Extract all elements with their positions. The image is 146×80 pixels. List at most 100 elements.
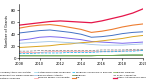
- Rheumatoid Arthritis: [59, 42, 61, 43]
- Multiple Sclerosis: [39, 30, 41, 31]
- Inflammatory Bowel Disease: [18, 47, 20, 48]
- Multiple Sclerosis: [111, 35, 113, 36]
- Sjogrens: [142, 55, 144, 56]
- Other Autoimmune Diseases: [28, 23, 30, 24]
- Psoriasis/Atopic Dermatitis: [91, 41, 92, 42]
- Primary Biliary Cholangitis: [142, 50, 144, 51]
- Type 1 Diabetes: [132, 49, 134, 50]
- Legend: Psoriasis/Atopic Dermatitis, Inflammatory Bowel Disease, Multiple Sclerosis, Ant: Psoriasis/Atopic Dermatitis, Inflammator…: [0, 71, 146, 79]
- Other Autoimmune Diseases: [142, 8, 144, 9]
- Sjogrens: [101, 55, 103, 56]
- Psoriasis/Atopic Dermatitis: [80, 39, 82, 40]
- Inflammatory Bowel Disease: [121, 38, 123, 39]
- Rheumatoid Arthritis: [121, 45, 123, 46]
- Type 1 Diabetes: [39, 50, 41, 51]
- Line: SLE: SLE: [19, 24, 143, 32]
- Antiphospholipid syndrome: [59, 55, 61, 56]
- Multiple Sclerosis: [28, 31, 30, 32]
- Rheumatoid Arthritis: [18, 43, 20, 44]
- Type 1 Diabetes: [142, 49, 144, 50]
- Other Autoimmune Diseases: [132, 13, 134, 14]
- Sjogrens Syndrome & Beyond: [59, 52, 61, 53]
- Other Autoimmune Diseases: [49, 21, 51, 22]
- Other Autoimmune Diseases: [91, 22, 92, 23]
- Multiple Sclerosis: [101, 36, 103, 37]
- Inflammatory Bowel Disease: [111, 39, 113, 40]
- Rheumatoid Arthritis: [91, 44, 92, 45]
- Antiphospholipid syndrome: [132, 54, 134, 55]
- Type 1 Diabetes: [101, 49, 103, 50]
- Type 1 Diabetes: [59, 50, 61, 51]
- Inflammatory Bowel Disease: [132, 36, 134, 37]
- Sjogrens Syndrome & Beyond: [91, 52, 92, 53]
- Line: Rheumatoid Arthritis: Rheumatoid Arthritis: [19, 41, 143, 45]
- SLE: [91, 32, 92, 33]
- Primary Biliary Cholangitis: [121, 51, 123, 52]
- Rheumatoid Arthritis: [80, 43, 82, 44]
- Psoriasis/Atopic Dermatitis: [70, 38, 72, 39]
- Inflammatory Bowel Disease: [49, 45, 51, 46]
- Psoriasis/Atopic Dermatitis: [111, 42, 113, 43]
- Sjogrens: [121, 55, 123, 56]
- Y-axis label: Number of Grants: Number of Grants: [5, 15, 9, 47]
- Primary Biliary Cholangitis: [70, 51, 72, 52]
- Primary Biliary Cholangitis: [28, 52, 30, 53]
- Psoriasis/Atopic Dermatitis: [39, 37, 41, 38]
- Antiphospholipid syndrome: [49, 55, 51, 56]
- Primary Biliary Cholangitis: [39, 52, 41, 53]
- Type 1 Diabetes: [49, 50, 51, 51]
- Multiple Sclerosis: [70, 32, 72, 33]
- Type 1 Diabetes: [70, 50, 72, 51]
- Celiac Disease: [70, 55, 72, 56]
- Primary Biliary Cholangitis: [101, 51, 103, 52]
- SLE: [18, 28, 20, 29]
- Type 1 Diabetes: [121, 49, 123, 50]
- Line: Psoriasis/Atopic Dermatitis: Psoriasis/Atopic Dermatitis: [19, 37, 143, 43]
- SLE: [70, 27, 72, 28]
- Celiac Disease: [142, 54, 144, 55]
- Inflammatory Bowel Disease: [59, 44, 61, 45]
- Antiphospholipid syndrome: [142, 54, 144, 55]
- Inflammatory Bowel Disease: [80, 42, 82, 43]
- Celiac Disease: [28, 55, 30, 56]
- Rheumatoid Arthritis: [111, 45, 113, 46]
- Sjogrens: [132, 55, 134, 56]
- Primary Biliary Cholangitis: [49, 51, 51, 52]
- Sjogrens Syndrome & Beyond: [28, 53, 30, 54]
- Multiple Sclerosis: [80, 34, 82, 35]
- Line: Sjogrens Syndrome & Beyond: Sjogrens Syndrome & Beyond: [19, 51, 143, 54]
- Multiple Sclerosis: [18, 33, 20, 34]
- Other Autoimmune Diseases: [18, 25, 20, 26]
- Type 1 Diabetes: [91, 50, 92, 51]
- Multiple Sclerosis: [121, 33, 123, 34]
- Rheumatoid Arthritis: [132, 44, 134, 45]
- Psoriasis/Atopic Dermatitis: [28, 39, 30, 40]
- Inflammatory Bowel Disease: [91, 42, 92, 43]
- Celiac Disease: [59, 55, 61, 56]
- Primary Biliary Cholangitis: [59, 51, 61, 52]
- Antiphospholipid syndrome: [91, 55, 92, 56]
- Multiple Sclerosis: [132, 32, 134, 33]
- Multiple Sclerosis: [91, 37, 92, 38]
- Celiac Disease: [18, 55, 20, 56]
- Sjogrens Syndrome & Beyond: [111, 51, 113, 52]
- Line: Multiple Sclerosis: Multiple Sclerosis: [19, 30, 143, 37]
- Sjogrens Syndrome & Beyond: [49, 52, 51, 53]
- Rheumatoid Arthritis: [49, 41, 51, 42]
- Primary Biliary Cholangitis: [18, 52, 20, 53]
- Sjogrens Syndrome & Beyond: [39, 52, 41, 53]
- Sjogrens Syndrome & Beyond: [80, 52, 82, 53]
- Sjogrens: [111, 55, 113, 56]
- Celiac Disease: [80, 55, 82, 56]
- Psoriasis/Atopic Dermatitis: [59, 37, 61, 38]
- SLE: [49, 24, 51, 25]
- SLE: [39, 25, 41, 26]
- Antiphospholipid syndrome: [121, 55, 123, 56]
- Celiac Disease: [49, 55, 51, 56]
- Psoriasis/Atopic Dermatitis: [49, 36, 51, 37]
- SLE: [132, 25, 134, 26]
- Sjogrens Syndrome & Beyond: [142, 50, 144, 51]
- Type 1 Diabetes: [28, 51, 30, 52]
- Celiac Disease: [121, 54, 123, 55]
- Celiac Disease: [132, 54, 134, 55]
